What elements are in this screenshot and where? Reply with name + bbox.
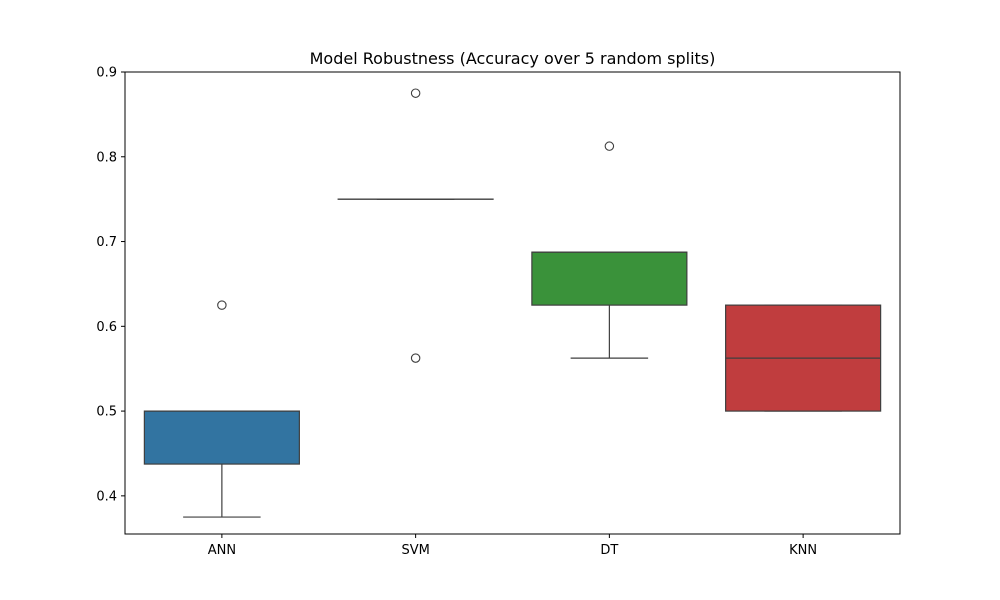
x-tick-label: SVM [401,543,429,558]
outlier-point [217,300,227,310]
outlier-point [604,141,615,151]
plot-area: 0.4 0.5 0.6 0.7 0.8 0.9 ANN SVM DT KNN [96,66,901,558]
outlier-point [410,88,421,98]
x-tick-label: ANN [208,543,236,558]
axes-frame [124,71,901,535]
box-ann [143,410,300,465]
box-dt [531,251,688,306]
y-tick-label: 0.6 [96,320,117,335]
outlier-point [410,353,421,363]
chart-title: Model Robustness (Accuracy over 5 random… [310,49,716,68]
x-tick-label: KNN [789,543,817,558]
y-tick-label: 0.9 [96,66,117,81]
y-tick-label: 0.7 [96,235,117,250]
y-tick-label: 0.8 [96,150,117,165]
y-tick-label: 0.5 [96,405,117,420]
y-tick-label: 0.4 [96,489,117,504]
x-tick-label: DT [600,543,618,558]
